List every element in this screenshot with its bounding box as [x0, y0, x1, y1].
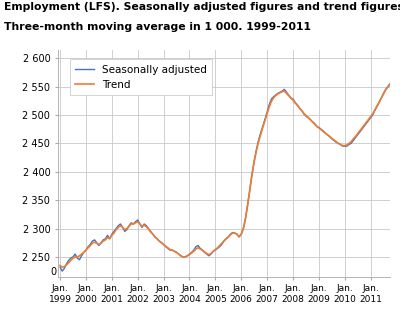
Seasonally adjusted [386, 84, 390, 88]
Line: Trend: Trend [60, 78, 400, 267]
Seasonally adjusted [250, 173, 254, 177]
Trend [282, 89, 287, 93]
Seasonally adjusted [157, 239, 162, 243]
Seasonally adjusted [60, 269, 65, 273]
Trend [60, 265, 65, 269]
Legend: Seasonally adjusted, Trend: Seasonally adjusted, Trend [70, 59, 212, 95]
Trend [340, 144, 345, 148]
Text: Employment (LFS). Seasonally adjusted figures and trend figures.: Employment (LFS). Seasonally adjusted fi… [4, 2, 400, 12]
Trend [58, 264, 62, 268]
Trend [129, 222, 134, 226]
Seasonally adjusted [340, 144, 345, 148]
Line: Seasonally adjusted: Seasonally adjusted [60, 76, 400, 271]
Text: 0: 0 [50, 267, 56, 277]
Seasonally adjusted [282, 87, 287, 91]
Trend [250, 173, 254, 177]
Trend [157, 239, 162, 243]
Text: Three-month moving average in 1 000. 1999-2011: Three-month moving average in 1 000. 199… [4, 22, 311, 32]
Seasonally adjusted [129, 221, 134, 225]
Trend [386, 85, 390, 89]
Seasonally adjusted [58, 265, 62, 269]
